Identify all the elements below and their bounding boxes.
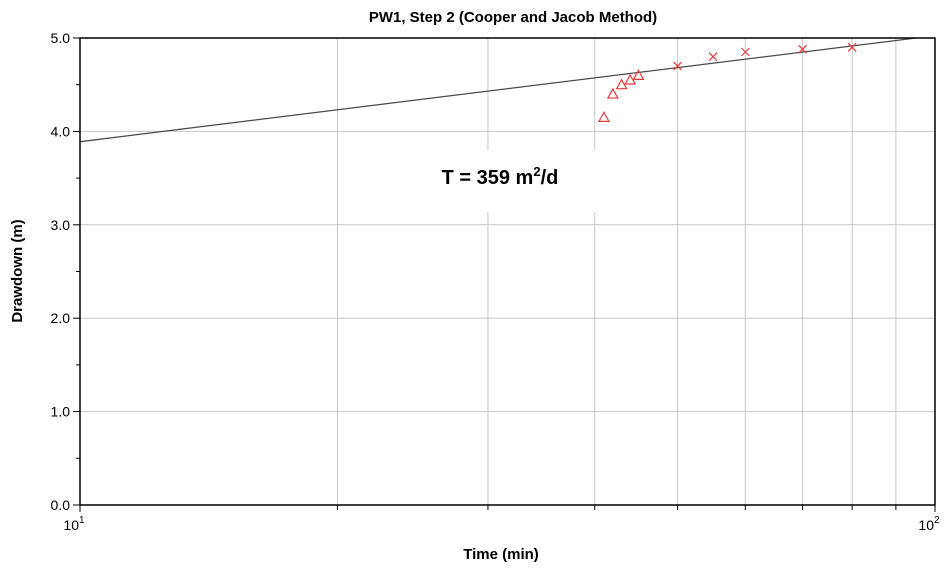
y-tick-label: 3.0 xyxy=(51,217,71,233)
y-tick-label: 1.0 xyxy=(51,404,71,420)
triangle-marker xyxy=(606,87,619,99)
x-axis-label: Time (min) xyxy=(463,546,539,563)
triangle-marker xyxy=(632,69,645,80)
annotation-background xyxy=(380,150,620,212)
grid xyxy=(80,38,935,505)
x-marker xyxy=(673,61,683,71)
chart-title: PW1, Step 2 (Cooper and Jacob Method) xyxy=(369,9,657,26)
y-tick-label: 4.0 xyxy=(51,123,71,139)
x-axis-ticks: 101 102 xyxy=(63,505,940,533)
annotation: T = 359 m2/d xyxy=(380,150,620,212)
x-tick-label: 102 xyxy=(918,515,940,533)
fit-line-layer xyxy=(79,37,917,143)
y-axis-label: Drawdown (m) xyxy=(9,219,26,322)
x-marker xyxy=(740,47,750,57)
annotation-label: T = 359 m2/d xyxy=(442,164,559,189)
triangle-marker xyxy=(624,73,637,85)
x-marker xyxy=(708,52,718,62)
x-marker xyxy=(798,44,807,54)
x-tick-label: 101 xyxy=(63,515,85,533)
triangle-marker xyxy=(615,78,628,90)
data-points xyxy=(597,42,857,122)
y-tick-label: 0.0 xyxy=(51,497,71,513)
y-axis-ticks: 0.0 1.0 2.0 3.0 4.0 5.0 xyxy=(51,30,80,513)
plot-frame xyxy=(79,37,936,506)
x-marker xyxy=(847,42,857,52)
y-tick-label: 5.0 xyxy=(51,30,71,46)
fit-line xyxy=(79,37,917,143)
triangle-marker xyxy=(597,111,610,122)
y-tick-label: 2.0 xyxy=(51,310,71,326)
